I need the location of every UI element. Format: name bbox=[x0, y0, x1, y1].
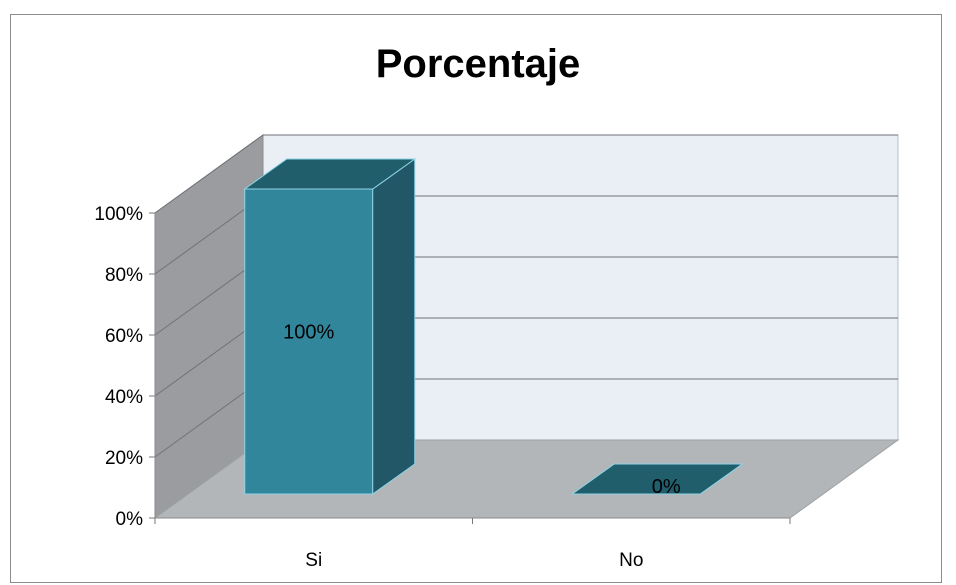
chart-title: Porcentaje bbox=[375, 42, 581, 86]
bar-top-0 bbox=[243, 158, 417, 190]
bar-side-0 bbox=[372, 158, 416, 495]
gridline-side-5 bbox=[154, 134, 264, 214]
x-tick-label-0: Si bbox=[305, 550, 322, 571]
y-tick-label-4: 80% bbox=[105, 265, 143, 286]
y-tick-label-5: 100% bbox=[94, 204, 143, 225]
bar-top-1 bbox=[570, 463, 744, 495]
data-label-1: 0% bbox=[652, 476, 681, 498]
y-tick-label-3: 60% bbox=[105, 326, 143, 347]
y-tick-label-2: 40% bbox=[105, 387, 143, 408]
x-tick-label-1: No bbox=[619, 550, 643, 571]
y-tick-label-0: 0% bbox=[116, 509, 144, 530]
data-label-0: 100% bbox=[283, 322, 334, 344]
y-tick-label-1: 20% bbox=[105, 448, 143, 469]
